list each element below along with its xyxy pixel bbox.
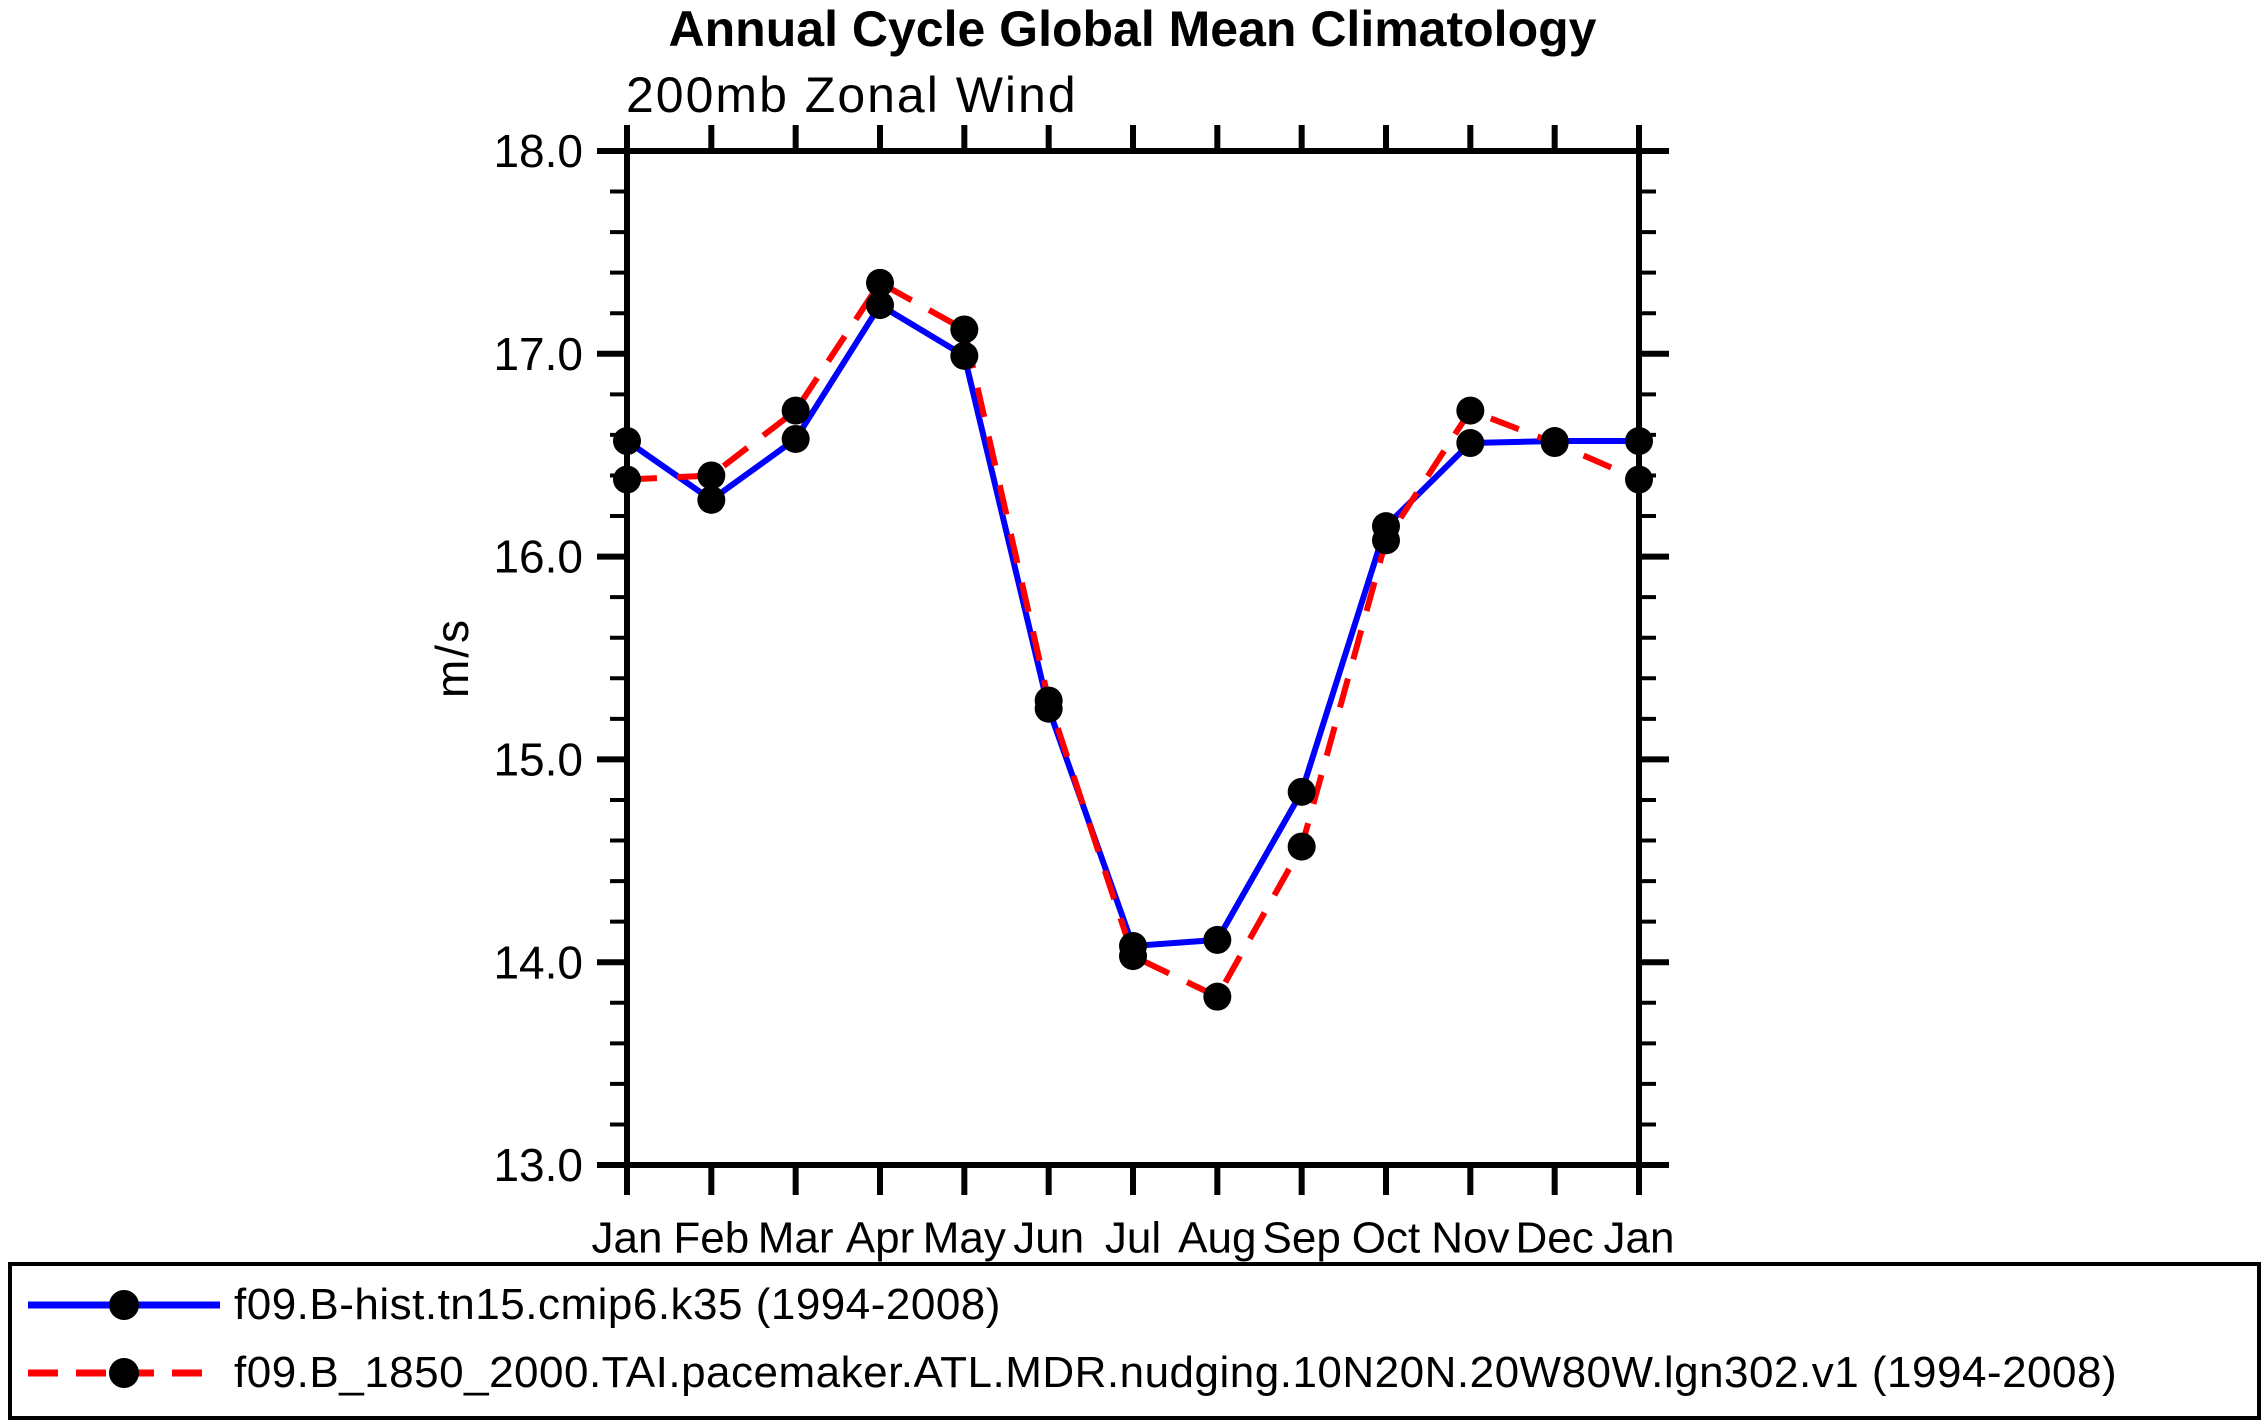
data-point-marker [950,315,979,344]
series-line-1 [626,279,1641,1000]
y-tick-label: 13.0 [493,1139,583,1191]
x-tick-label: Jun [1013,1213,1084,1262]
x-tick-label: May [923,1213,1006,1262]
data-point-marker [613,427,641,456]
x-tick-label: Mar [758,1213,834,1262]
y-tick-label: 16.0 [493,531,583,583]
chart-subtitle: 200mb Zonal Wind [626,67,1078,123]
data-point-marker [697,461,726,490]
x-tick-label: Oct [1352,1213,1420,1262]
legend-label: f09.B_1850_2000.TAI.pacemaker.ATL.MDR.nu… [234,1348,2118,1397]
data-point-marker [1287,777,1316,806]
data-point-marker [950,341,979,370]
legend-sample-marker [109,1358,139,1388]
data-point-marker [1456,429,1485,458]
x-tick-label: Jan [592,1213,663,1262]
y-tick-label: 14.0 [493,936,583,988]
x-tick-label: Dec [1516,1213,1594,1262]
data-point-marker [1625,465,1653,494]
legend-label: f09.B-hist.tn15.cmip6.k35 (1994-2008) [234,1280,1001,1329]
data-point-marker [1203,982,1232,1011]
series-line-0 [625,302,1639,949]
x-tick-label: Jul [1105,1213,1161,1262]
legend-line-sample-dashed [28,1358,220,1388]
legend-line-sample-solid [28,1290,220,1320]
data-point-marker [1372,526,1400,555]
legend-row: f09.B_1850_2000.TAI.pacemaker.ATL.MDR.nu… [12,1339,2257,1407]
x-tick-label: Apr [846,1213,914,1262]
plot-frame [624,148,1642,1168]
y-tick-label: 18.0 [493,125,583,177]
data-point-marker [866,268,894,297]
data-point-marker [1456,396,1485,425]
data-point-marker [1625,427,1653,456]
data-point-marker [1540,429,1569,458]
data-point-marker [781,424,810,453]
data-point-marker [866,291,894,320]
legend-sample-marker [109,1290,139,1320]
x-tick-label: Nov [1431,1213,1509,1262]
x-tick-label: Feb [673,1213,749,1262]
legend: f09.B-hist.tn15.cmip6.k35 (1994-2008) f0… [8,1262,2261,1420]
data-point-marker [1034,686,1063,715]
legend-row: f09.B-hist.tn15.cmip6.k35 (1994-2008) [12,1271,2257,1339]
data-point-marker [613,465,641,494]
y-tick-label: 17.0 [493,328,583,380]
x-tick-label: Jan [1604,1213,1675,1262]
chart-title: Annual Cycle Global Mean Climatology [668,1,1597,57]
data-point-marker [1119,942,1147,971]
x-tick-label: Aug [1178,1213,1256,1262]
data-point-marker [1287,832,1316,861]
data-point-marker [697,485,726,514]
data-point-marker [1203,925,1232,954]
y-tick-label: 15.0 [493,734,583,786]
data-point-marker [781,396,810,425]
x-tick-label: Sep [1263,1213,1341,1262]
